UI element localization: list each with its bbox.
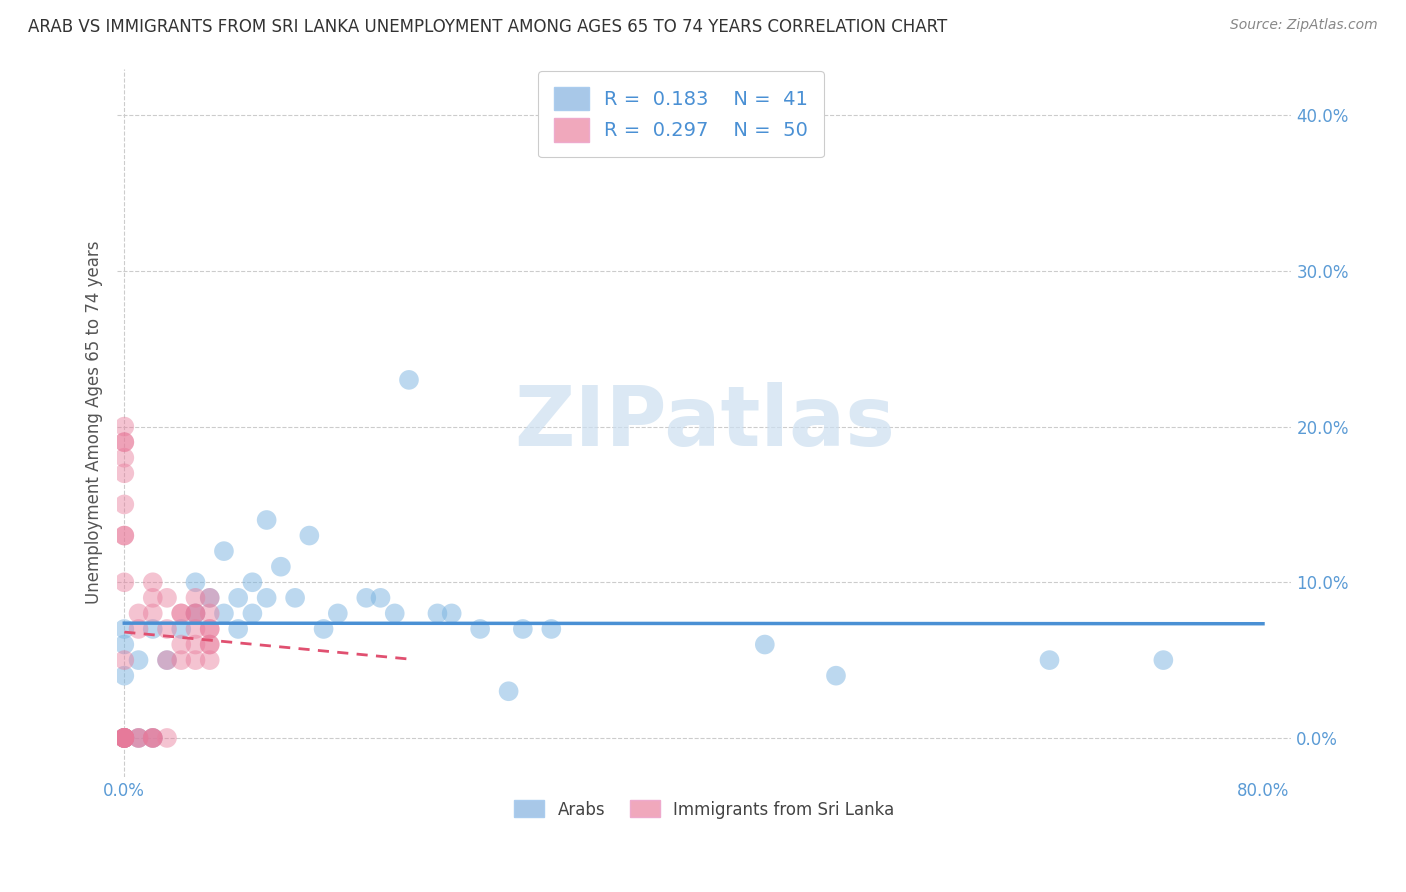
Point — [156, 653, 179, 667]
Point — [112, 731, 135, 745]
Point — [142, 731, 165, 745]
Point — [498, 684, 520, 698]
Point — [128, 731, 150, 745]
Point — [112, 731, 135, 745]
Point — [142, 607, 165, 621]
Point — [112, 435, 135, 450]
Point — [384, 607, 406, 621]
Point — [112, 419, 135, 434]
Point — [170, 622, 193, 636]
Point — [256, 591, 278, 605]
Point — [256, 513, 278, 527]
Point — [112, 497, 135, 511]
Point — [184, 653, 207, 667]
Point — [112, 731, 135, 745]
Point — [142, 575, 165, 590]
Point — [184, 575, 207, 590]
Point — [156, 653, 179, 667]
Point — [170, 638, 193, 652]
Point — [156, 731, 179, 745]
Point — [370, 591, 392, 605]
Point — [112, 528, 135, 542]
Point — [326, 607, 349, 621]
Point — [468, 622, 491, 636]
Legend: Arabs, Immigrants from Sri Lanka: Arabs, Immigrants from Sri Lanka — [508, 794, 901, 825]
Text: ZIPatlas: ZIPatlas — [513, 382, 894, 463]
Point — [226, 622, 249, 636]
Point — [198, 638, 221, 652]
Point — [112, 731, 135, 745]
Point — [184, 607, 207, 621]
Point — [112, 435, 135, 450]
Point — [112, 731, 135, 745]
Point — [825, 668, 848, 682]
Point — [128, 731, 150, 745]
Point — [112, 731, 135, 745]
Point — [128, 653, 150, 667]
Point — [170, 607, 193, 621]
Point — [142, 622, 165, 636]
Y-axis label: Unemployment Among Ages 65 to 74 years: Unemployment Among Ages 65 to 74 years — [86, 241, 103, 605]
Point — [198, 638, 221, 652]
Point — [754, 638, 776, 652]
Point — [142, 591, 165, 605]
Point — [112, 731, 135, 745]
Point — [112, 622, 135, 636]
Point — [356, 591, 378, 605]
Point — [426, 607, 449, 621]
Point — [156, 622, 179, 636]
Point — [198, 622, 221, 636]
Point — [128, 731, 150, 745]
Point — [198, 591, 221, 605]
Point — [540, 622, 562, 636]
Point — [112, 575, 135, 590]
Point — [298, 528, 321, 542]
Point — [398, 373, 420, 387]
Point — [1152, 653, 1174, 667]
Point — [284, 591, 307, 605]
Point — [198, 622, 221, 636]
Point — [142, 731, 165, 745]
Point — [440, 607, 463, 621]
Text: ARAB VS IMMIGRANTS FROM SRI LANKA UNEMPLOYMENT AMONG AGES 65 TO 74 YEARS CORRELA: ARAB VS IMMIGRANTS FROM SRI LANKA UNEMPL… — [28, 18, 948, 36]
Point — [112, 528, 135, 542]
Point — [142, 731, 165, 745]
Point — [142, 731, 165, 745]
Point — [112, 668, 135, 682]
Point — [112, 731, 135, 745]
Point — [270, 559, 292, 574]
Point — [212, 544, 235, 558]
Point — [312, 622, 335, 636]
Point — [184, 622, 207, 636]
Point — [170, 653, 193, 667]
Point — [226, 591, 249, 605]
Point — [112, 467, 135, 481]
Point — [198, 653, 221, 667]
Point — [128, 607, 150, 621]
Point — [170, 607, 193, 621]
Point — [184, 591, 207, 605]
Point — [512, 622, 534, 636]
Point — [112, 731, 135, 745]
Point — [198, 591, 221, 605]
Point — [184, 607, 207, 621]
Point — [128, 622, 150, 636]
Point — [198, 607, 221, 621]
Point — [184, 607, 207, 621]
Point — [242, 575, 264, 590]
Point — [112, 638, 135, 652]
Point — [156, 591, 179, 605]
Point — [112, 450, 135, 465]
Point — [112, 653, 135, 667]
Point — [112, 731, 135, 745]
Point — [112, 731, 135, 745]
Point — [184, 638, 207, 652]
Point — [1038, 653, 1060, 667]
Point — [212, 607, 235, 621]
Point — [242, 607, 264, 621]
Text: Source: ZipAtlas.com: Source: ZipAtlas.com — [1230, 18, 1378, 32]
